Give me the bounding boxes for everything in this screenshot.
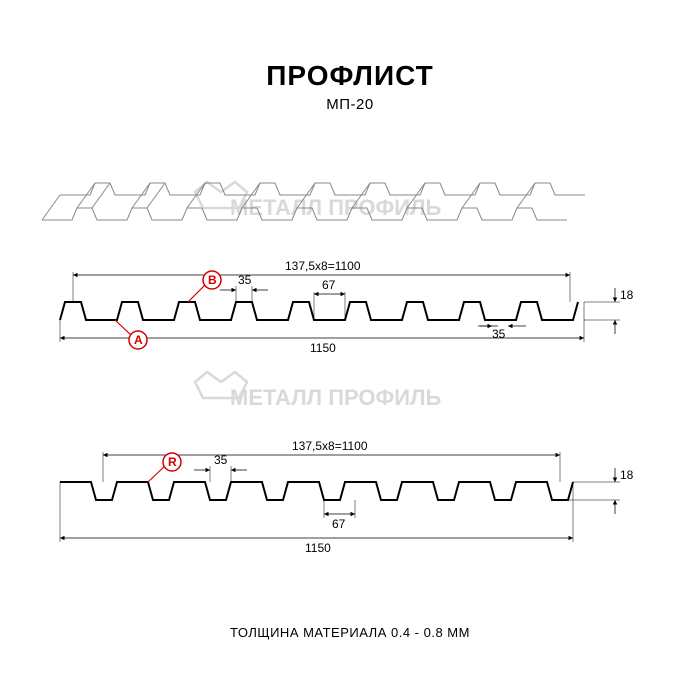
- page-title: ПРОФЛИСТ: [0, 60, 700, 92]
- svg-text:R: R: [168, 455, 177, 469]
- dim-18-1: 18: [620, 288, 634, 302]
- dim-18-2: 18: [620, 468, 634, 482]
- marker-r: R: [148, 453, 181, 482]
- cross-section-1: 137,5x8=1100 35 67 1150 18: [60, 259, 634, 355]
- dim-35-2: 35: [214, 453, 228, 467]
- svg-text:A: A: [134, 333, 143, 347]
- dim-bottom-1: 1150: [310, 341, 336, 355]
- dim-67-1: 67: [322, 278, 336, 292]
- page-subtitle: МП-20: [0, 96, 700, 113]
- dim-top-1: 137,5x8=1100: [285, 259, 361, 273]
- dim-67-2: 67: [332, 517, 346, 531]
- cross-section-2: 137,5x8=1100 35 67 18 1150: [60, 439, 634, 555]
- svg-text:B: B: [208, 273, 217, 287]
- thickness-note: ТОЛЩИНА МАТЕРИАЛА 0.4 - 0.8 ММ: [0, 625, 700, 640]
- marker-a: A: [115, 320, 147, 349]
- svg-text:МЕТАЛЛ ПРОФИЛЬ: МЕТАЛЛ ПРОФИЛЬ: [230, 385, 442, 410]
- dim-35-1: 35: [238, 273, 252, 287]
- technical-drawing: МЕТАЛЛ ПРОФИЛЬ МЕТАЛЛ ПРОФИЛЬ: [40, 150, 660, 570]
- watermark-2: МЕТАЛЛ ПРОФИЛЬ: [195, 372, 442, 410]
- dim-35b-1: 35: [492, 327, 506, 341]
- marker-b: B: [188, 271, 221, 302]
- dim-bottom-2: 1150: [305, 541, 331, 555]
- dim-top-2: 137,5x8=1100: [292, 439, 368, 453]
